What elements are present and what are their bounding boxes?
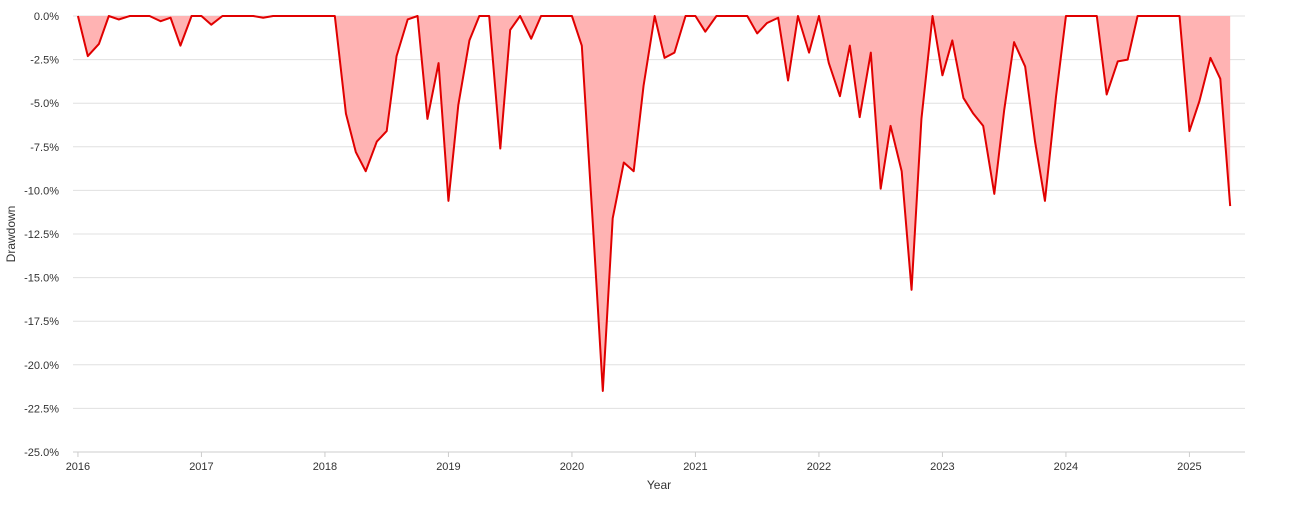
x-tick-label: 2018 <box>313 461 337 473</box>
y-tick-label: -22.5% <box>24 403 59 415</box>
y-tick-label: 0.0% <box>34 11 59 23</box>
y-tick-label: -10.0% <box>24 185 59 197</box>
grid-lines <box>73 15 1245 409</box>
y-tick-label: -12.5% <box>24 229 59 241</box>
y-tick-label: -2.5% <box>30 55 59 67</box>
y-axis-title: Drawdown <box>4 206 18 263</box>
x-tick-label: 2017 <box>189 461 213 473</box>
x-tick-label: 2023 <box>930 461 954 473</box>
x-tick-label: 2020 <box>560 461 584 473</box>
x-axis-title: Year <box>647 478 671 492</box>
y-tick-label: -15.0% <box>24 273 59 285</box>
x-tick-label: 2019 <box>436 461 460 473</box>
y-tick-label: -17.5% <box>24 316 59 328</box>
y-tick-label: -25.0% <box>24 447 59 459</box>
x-tick-label: 2024 <box>1054 461 1078 473</box>
y-tick-label: -5.0% <box>30 98 59 110</box>
y-axis-ticks: 0.0% -2.5% -5.0% -7.5% -10.0% -12.5% -15.0% -17… <box>24 11 59 459</box>
x-axis-ticks: 2016 2017 2018 2019 2020 2021 2022 2023 2024 2025 <box>66 452 1202 473</box>
drawdown-area <box>77 16 1231 391</box>
drawdown-area-layer <box>76 15 1232 392</box>
y-tick-label: -20.0% <box>24 360 59 372</box>
drawdown-line <box>76 15 1232 392</box>
x-tick-label: 2021 <box>683 461 707 473</box>
x-tick-label: 2022 <box>807 461 831 473</box>
y-tick-label: -7.5% <box>30 142 59 154</box>
x-tick-label: 2016 <box>66 461 90 473</box>
x-tick-label: 2025 <box>1177 461 1201 473</box>
